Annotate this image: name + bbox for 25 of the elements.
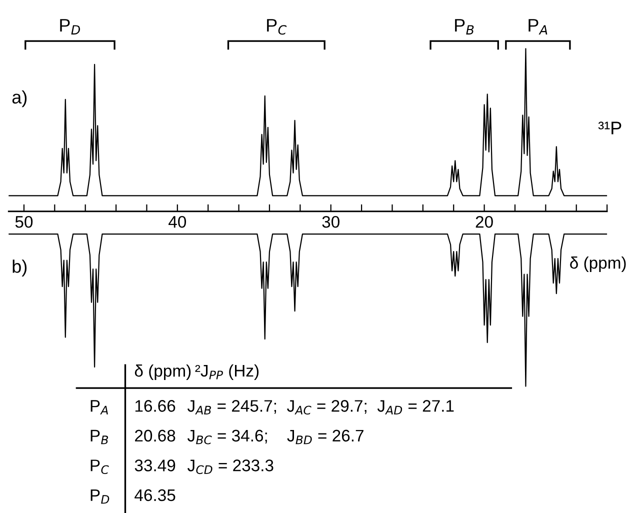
text: 20.68 xyxy=(135,430,176,442)
text: J$_{BC}$ = 34.6; J$_{BD}$ = 26.7 xyxy=(187,430,364,444)
text: P$_{B}$ xyxy=(90,430,108,444)
text: P$_{C}$ xyxy=(90,460,109,474)
x-axis-title: δ (ppm) xyxy=(570,256,626,272)
text: P$_{D}$ xyxy=(90,489,110,504)
text: 33.49 xyxy=(134,460,176,472)
text: P$_{D}$ xyxy=(60,19,80,34)
text: P$_{B}$ xyxy=(455,19,474,34)
annotation: δ (ppm) xyxy=(134,364,191,380)
text: P$_{C}$ xyxy=(267,19,287,35)
x-tick-label: 30 xyxy=(322,216,340,228)
text: P$_{A}$ xyxy=(528,19,548,34)
x-tick-label: 50 xyxy=(15,216,33,228)
annotation: ²J$_{PP}$ (Hz) xyxy=(195,364,259,380)
text: 16.66 xyxy=(135,400,176,412)
annotation: b) xyxy=(12,260,27,276)
x-tick-label: 40 xyxy=(168,216,186,228)
text: 46.35 xyxy=(134,489,176,502)
annotation: a) xyxy=(12,90,27,108)
text: J$_{AB}$ = 245.7; J$_{AC}$ = 29.7; J$_{AD}$ = 27.1 xyxy=(187,400,454,415)
text: P$_{A}$ xyxy=(90,400,108,414)
annotation: ³¹P xyxy=(598,122,622,134)
text: J$_{CD}$ = 233.3 xyxy=(187,460,274,474)
x-tick-label: 20 xyxy=(476,216,493,228)
